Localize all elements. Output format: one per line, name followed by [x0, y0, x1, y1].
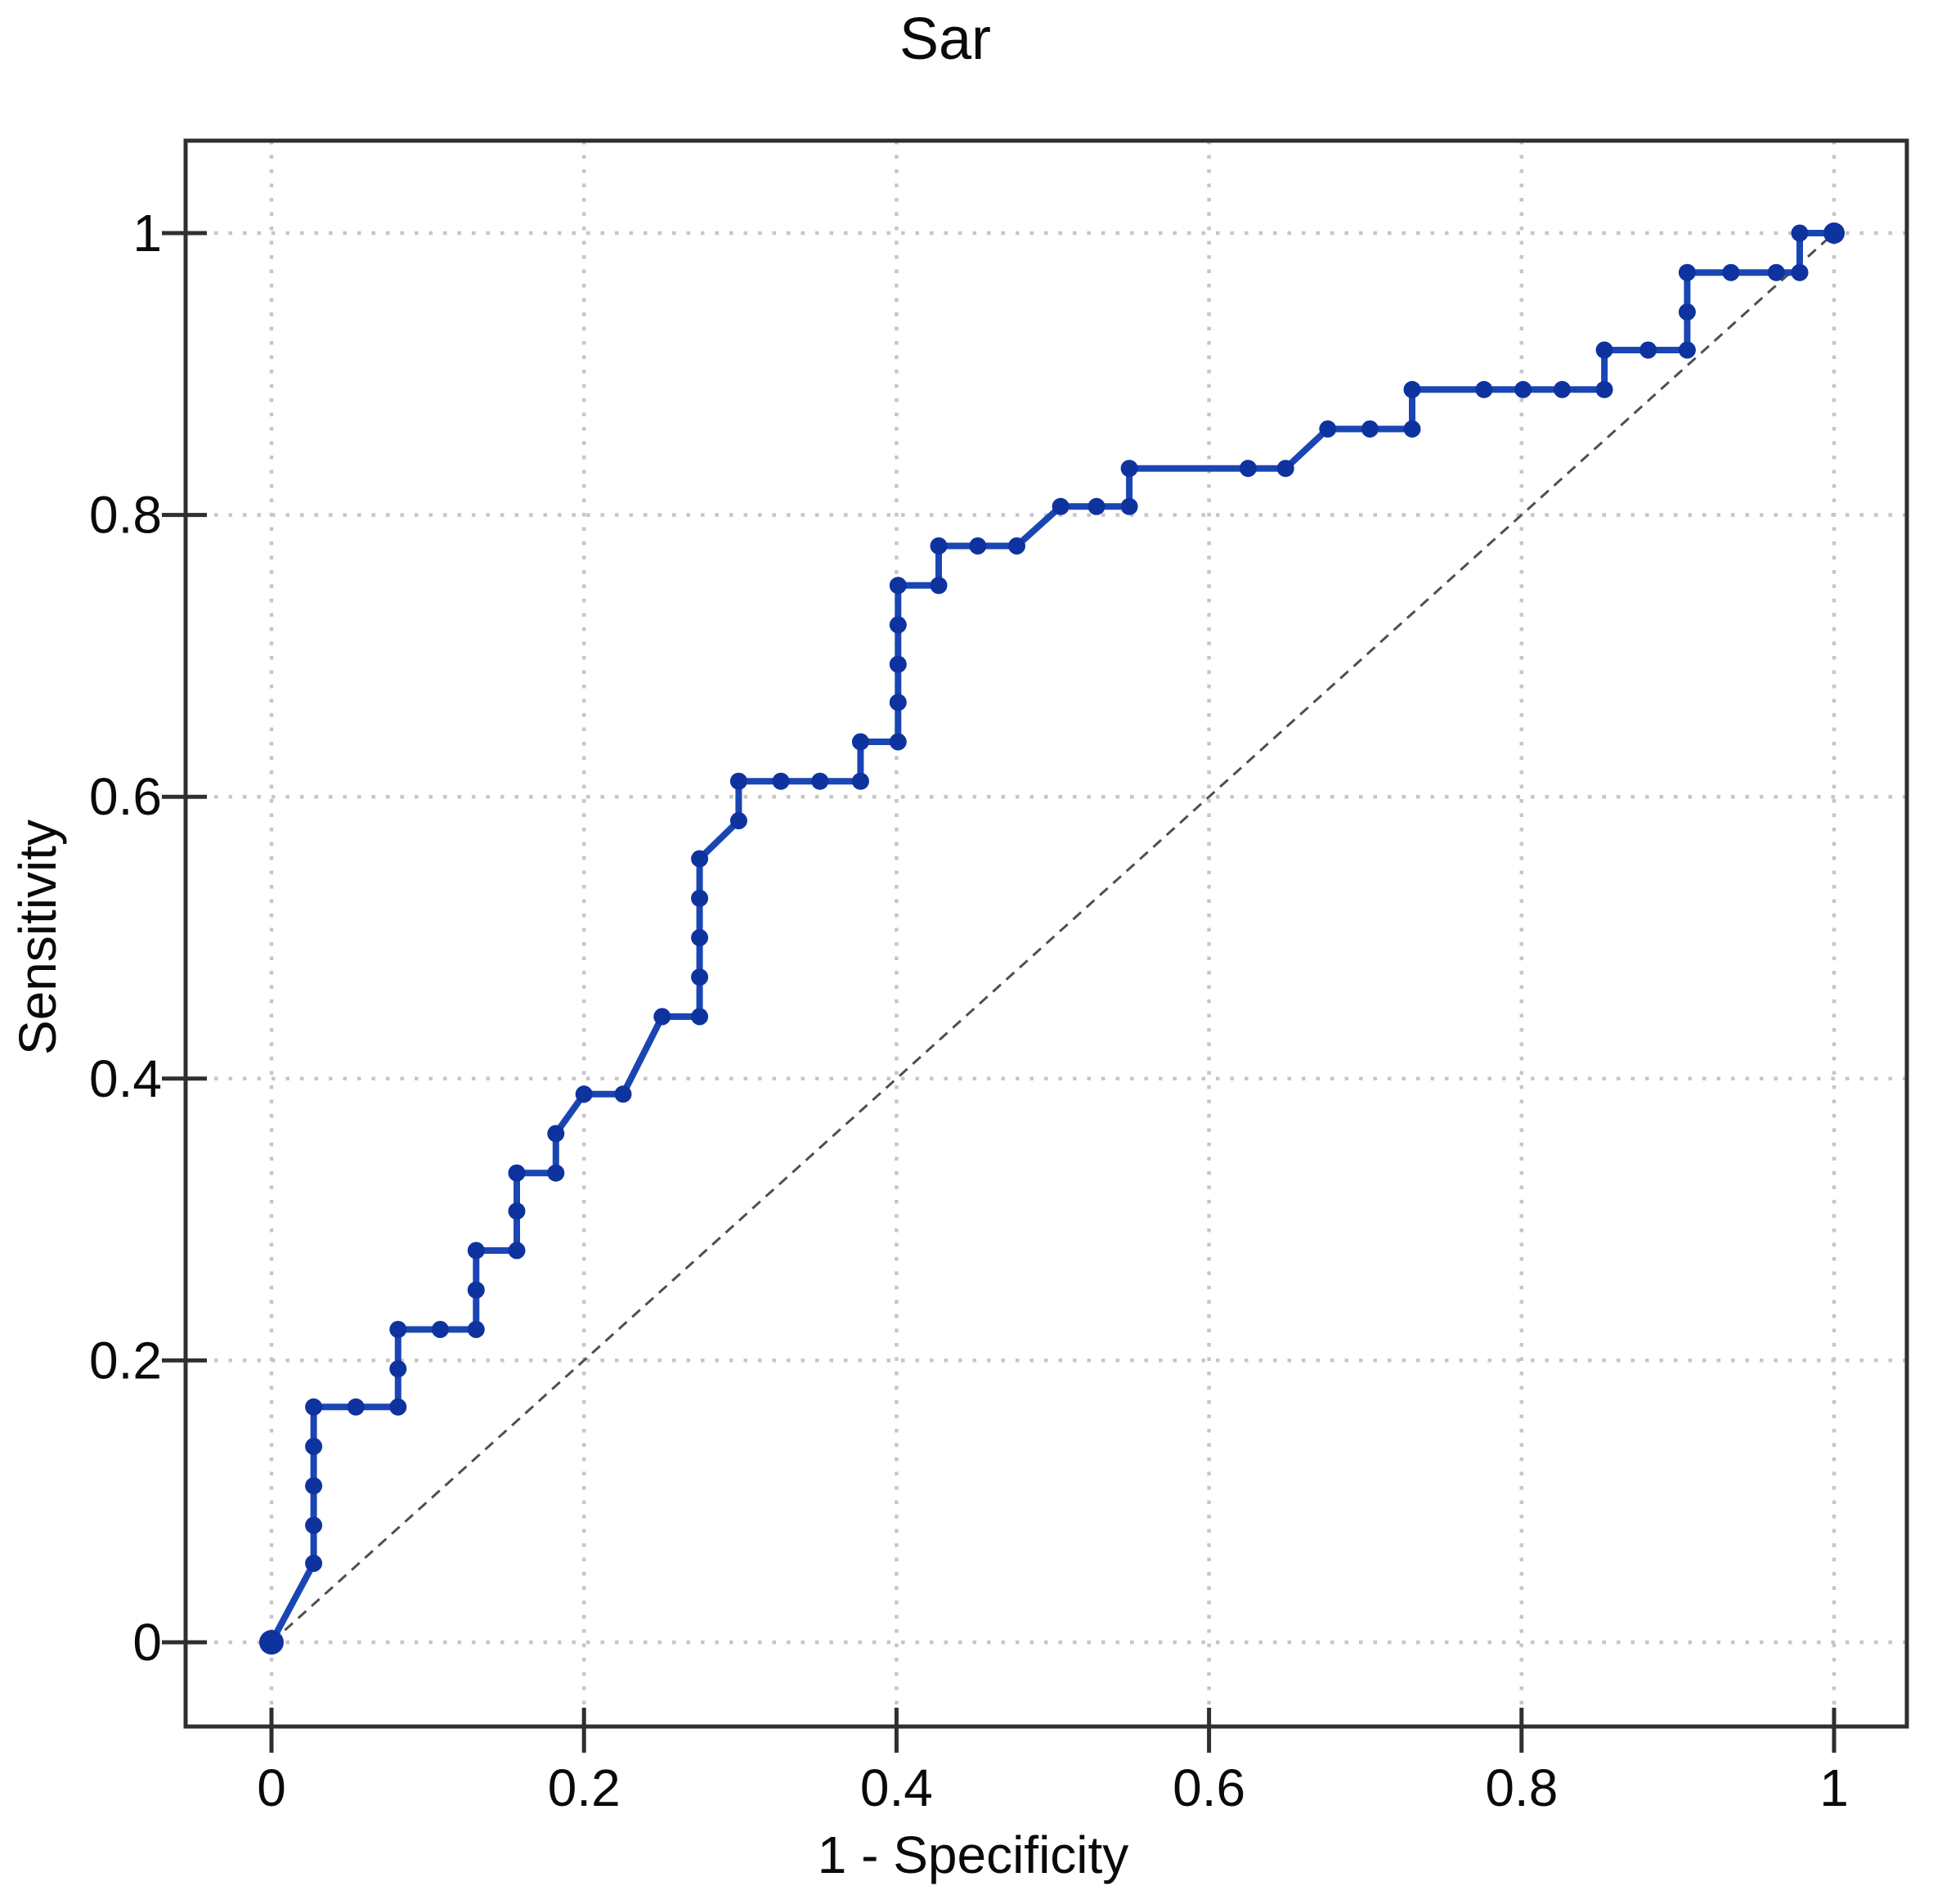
- roc-point: [691, 850, 709, 868]
- roc-point: [1361, 420, 1379, 438]
- x-axis-title: 1 - Specificity: [817, 1825, 1129, 1884]
- y-tick-label: 0: [132, 1613, 162, 1672]
- x-tick-label: 0.8: [1485, 1758, 1558, 1817]
- roc-point: [772, 772, 790, 790]
- x-tick-label: 0.2: [548, 1758, 621, 1817]
- roc-point: [1678, 303, 1696, 321]
- x-tick-label: 0.6: [1173, 1758, 1245, 1817]
- roc-point: [1639, 341, 1657, 359]
- roc-point: [1403, 420, 1421, 438]
- roc-point: [1514, 380, 1532, 398]
- roc-point: [1678, 341, 1696, 359]
- roc-point: [811, 772, 829, 790]
- roc-point: [508, 1202, 526, 1220]
- roc-point: [508, 1242, 526, 1260]
- roc-point: [305, 1555, 323, 1572]
- roc-point: [729, 812, 747, 829]
- roc-point: [305, 1516, 323, 1534]
- roc-point: [467, 1242, 485, 1260]
- roc-point: [889, 694, 907, 712]
- roc-point: [1403, 380, 1421, 398]
- roc-point: [431, 1321, 449, 1338]
- roc-point: [547, 1125, 565, 1143]
- roc-point: [1791, 263, 1809, 281]
- roc-point: [1595, 341, 1613, 359]
- roc-point: [1276, 460, 1294, 478]
- roc-point: [653, 1008, 671, 1026]
- roc-point: [889, 577, 907, 595]
- roc-point: [389, 1398, 407, 1416]
- roc-point: [889, 655, 907, 673]
- roc-point: [1319, 420, 1337, 438]
- roc-point: [1678, 263, 1696, 281]
- x-tick-label: 0: [257, 1758, 286, 1817]
- roc-point: [851, 733, 869, 751]
- roc-point: [1088, 497, 1106, 515]
- roc-point: [508, 1164, 526, 1182]
- roc-point: [930, 537, 948, 555]
- roc-point: [1120, 460, 1138, 478]
- roc-point: [1722, 263, 1740, 281]
- x-tick-label: 0.4: [860, 1758, 933, 1817]
- y-tick-label: 0.4: [89, 1049, 162, 1108]
- plot-border: [183, 138, 1909, 1729]
- roc-point: [467, 1281, 485, 1299]
- roc-point: [389, 1321, 407, 1338]
- roc-point: [1475, 380, 1493, 398]
- roc-point: [547, 1164, 565, 1182]
- roc-point: [389, 1360, 407, 1378]
- roc-point: [1120, 497, 1138, 515]
- roc-point: [691, 1008, 709, 1026]
- roc-point: [889, 616, 907, 634]
- roc-point: [305, 1438, 323, 1455]
- x-tick-label: 1: [1819, 1758, 1849, 1817]
- roc-point: [851, 772, 869, 790]
- roc-point: [691, 889, 709, 907]
- y-tick-label: 0.6: [89, 767, 162, 826]
- y-tick-label: 1: [132, 204, 162, 263]
- chart-title: Sar: [899, 7, 992, 72]
- reference-diagonal: [270, 231, 1836, 1644]
- roc-point: [1008, 537, 1025, 555]
- roc-point: [1823, 222, 1845, 244]
- roc-point: [259, 1630, 284, 1655]
- roc-point: [467, 1321, 485, 1338]
- roc-point: [1239, 460, 1257, 478]
- roc-point: [305, 1477, 323, 1495]
- roc-point: [1595, 380, 1613, 398]
- roc-point: [969, 537, 987, 555]
- roc-point: [347, 1398, 365, 1416]
- roc-point: [1554, 380, 1571, 398]
- roc-point: [614, 1085, 632, 1103]
- roc-point: [729, 772, 747, 790]
- roc-point: [691, 929, 709, 946]
- roc-point: [1767, 263, 1785, 281]
- roc-point: [930, 577, 948, 595]
- roc-point: [1052, 497, 1070, 515]
- y-tick-label: 0.8: [89, 486, 162, 545]
- y-axis-title: Sensitivity: [8, 819, 67, 1056]
- roc-point: [691, 968, 709, 986]
- roc-point: [889, 733, 907, 751]
- y-tick-label: 0.2: [89, 1331, 162, 1390]
- roc-point: [575, 1085, 593, 1103]
- roc-point: [305, 1398, 323, 1416]
- roc-point: [1791, 224, 1809, 242]
